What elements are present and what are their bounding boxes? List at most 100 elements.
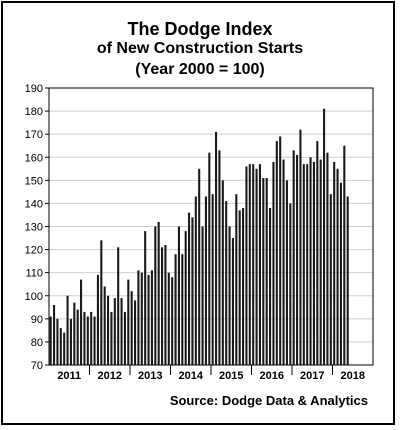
bar	[117, 247, 120, 365]
y-tick-label: 80	[31, 337, 43, 349]
bar	[83, 311, 86, 365]
bar	[140, 272, 143, 365]
bar	[120, 298, 123, 365]
bar	[80, 279, 83, 365]
bar	[103, 286, 106, 365]
bar	[130, 291, 133, 365]
bar	[282, 159, 285, 365]
bar	[69, 318, 72, 365]
bar	[86, 316, 89, 365]
bar	[248, 164, 251, 365]
bar	[191, 217, 194, 365]
chart-base-note: (Year 2000 = 100)	[135, 61, 265, 78]
y-tick-label: 90	[31, 314, 43, 326]
x-tick-label: 2012	[98, 370, 122, 382]
bar	[49, 316, 52, 365]
bar	[171, 277, 174, 365]
bar	[90, 311, 93, 365]
x-tick-label: 2014	[179, 370, 204, 382]
bar	[265, 178, 268, 365]
bar	[211, 194, 214, 365]
bar	[306, 164, 309, 365]
bar	[137, 270, 140, 365]
x-tick-label: 2016	[260, 370, 284, 382]
bar	[107, 295, 110, 365]
x-tick-label: 2017	[300, 370, 324, 382]
bar	[228, 226, 231, 365]
bar	[96, 274, 99, 365]
bar	[252, 164, 255, 365]
bar	[329, 194, 332, 365]
bar	[316, 141, 319, 365]
bar	[238, 210, 241, 365]
x-tick-label: 2011	[57, 370, 81, 382]
bar	[73, 302, 76, 365]
x-tick-label: 2015	[219, 370, 243, 382]
bar	[150, 270, 153, 365]
bar	[181, 254, 184, 365]
bar	[204, 196, 207, 365]
y-tick-label: 130	[25, 222, 43, 234]
bar	[343, 145, 346, 365]
bar	[258, 164, 261, 365]
bar	[292, 150, 295, 365]
bar	[289, 203, 292, 365]
chart-subtitle: of New Construction Starts	[96, 40, 304, 57]
bar	[76, 309, 79, 365]
bar	[184, 231, 187, 365]
plot-border	[48, 87, 374, 366]
bar	[100, 240, 103, 365]
bar	[326, 152, 329, 365]
bar	[218, 150, 221, 365]
y-tick-label: 180	[25, 106, 43, 118]
bar	[157, 221, 160, 365]
bar	[201, 226, 204, 365]
bar	[245, 166, 248, 365]
bar	[296, 154, 299, 365]
y-tick-label: 170	[25, 129, 43, 141]
y-tick-label: 100	[25, 291, 43, 303]
bar	[242, 208, 245, 365]
bar	[231, 238, 234, 365]
bar	[333, 161, 336, 365]
bar	[262, 178, 265, 365]
bar	[299, 129, 302, 365]
bar	[302, 164, 305, 365]
chart-title: The Dodge Index	[127, 19, 273, 39]
y-tick-label: 150	[25, 175, 43, 187]
bar	[269, 208, 272, 365]
bar	[127, 279, 130, 365]
y-tick-label: 140	[25, 198, 43, 210]
bar	[147, 274, 150, 365]
bar	[319, 159, 322, 365]
bar	[134, 300, 137, 365]
bar	[225, 201, 228, 365]
bar	[110, 311, 113, 365]
bar	[113, 298, 116, 365]
bar	[56, 318, 59, 365]
bar	[174, 254, 177, 365]
bar	[161, 247, 164, 365]
y-tick-label: 160	[25, 152, 43, 164]
bar	[339, 182, 342, 365]
bar	[93, 316, 96, 365]
bar	[164, 244, 167, 365]
bar	[208, 152, 211, 365]
bar	[309, 157, 312, 365]
bar	[63, 332, 66, 365]
bar	[312, 161, 315, 365]
y-tick-label: 120	[25, 245, 43, 257]
bar	[279, 136, 282, 365]
bar	[272, 161, 275, 365]
bar	[66, 295, 69, 365]
bar	[194, 196, 197, 365]
bar	[336, 168, 339, 365]
x-tick-label: 2013	[138, 370, 162, 382]
bar	[285, 180, 288, 365]
bar	[215, 131, 218, 365]
bar	[198, 168, 201, 365]
bar	[167, 272, 170, 365]
bar	[177, 226, 180, 365]
bar	[144, 231, 147, 365]
